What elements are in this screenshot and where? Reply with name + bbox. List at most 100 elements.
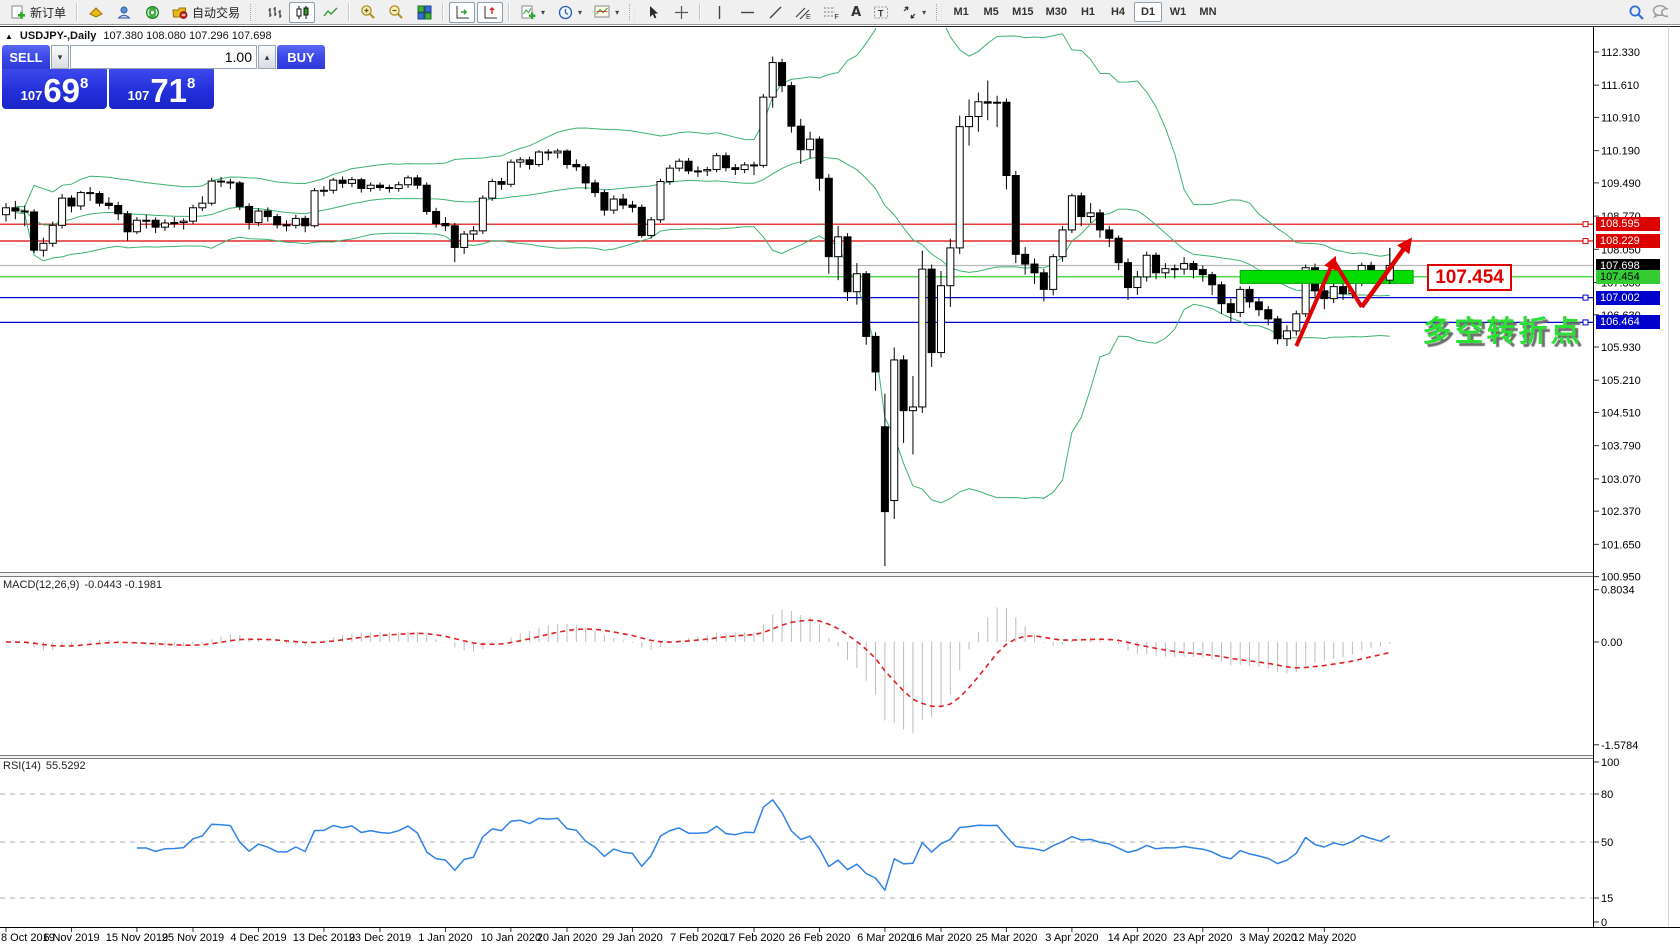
svg-text:105.210: 105.210 bbox=[1601, 375, 1641, 387]
periods-button[interactable]: ▾ bbox=[552, 2, 587, 23]
cursor-button[interactable] bbox=[640, 2, 666, 23]
timeframe-button-m5[interactable]: M5 bbox=[977, 2, 1005, 22]
toolbar: 新订单 自动交易 bbox=[0, 0, 1680, 25]
buy-button[interactable]: BUY bbox=[277, 45, 325, 69]
equidistant-channel-button[interactable]: E bbox=[790, 2, 816, 23]
market-watch-icon bbox=[88, 4, 104, 20]
vertical-line-button[interactable] bbox=[706, 2, 732, 23]
toolbar-separator bbox=[442, 3, 445, 21]
new-order-button[interactable]: 新订单 bbox=[5, 2, 71, 23]
svg-text:105.930: 105.930 bbox=[1601, 342, 1641, 354]
toolbar-drag-handle[interactable] bbox=[629, 3, 636, 21]
timeframe-button-d1[interactable]: D1 bbox=[1133, 2, 1162, 22]
trend-arrow[interactable] bbox=[1294, 237, 1413, 347]
svg-text:0.8034: 0.8034 bbox=[1601, 585, 1635, 597]
svg-text:29 Jan 2020: 29 Jan 2020 bbox=[602, 932, 663, 944]
collapse-triangle-icon[interactable]: ▲ bbox=[5, 31, 13, 41]
toolbar-drag-handle[interactable] bbox=[936, 3, 943, 21]
svg-text:50: 50 bbox=[1601, 837, 1613, 849]
sell-price-sup: 8 bbox=[80, 75, 89, 92]
svg-text:104.510: 104.510 bbox=[1601, 407, 1641, 419]
main-chart-window[interactable] bbox=[0, 0, 1593, 567]
volume-decrease-button[interactable]: ▾ bbox=[51, 45, 69, 69]
chart-shift-button[interactable] bbox=[477, 1, 504, 23]
svg-text:-1.5784: -1.5784 bbox=[1601, 740, 1638, 752]
svg-text:110.190: 110.190 bbox=[1601, 146, 1640, 158]
toolbar-drag-handle[interactable] bbox=[250, 3, 257, 21]
text-label-button[interactable]: T bbox=[868, 2, 894, 23]
volume-increase-button[interactable]: ▴ bbox=[258, 45, 276, 69]
chat-icon[interactable] bbox=[1652, 4, 1668, 20]
svg-text:F: F bbox=[835, 14, 839, 20]
sell-button[interactable]: SELL bbox=[2, 45, 50, 69]
svg-text:102.370: 102.370 bbox=[1601, 506, 1641, 518]
svg-text:7 Feb 2020: 7 Feb 2020 bbox=[670, 932, 726, 944]
profiles-button[interactable] bbox=[111, 2, 137, 23]
candlestick-chart-button[interactable] bbox=[289, 1, 316, 23]
zoom-out-icon bbox=[388, 4, 404, 20]
timeframe-button-m15[interactable]: M15 bbox=[1007, 2, 1038, 22]
autotrade-button[interactable]: 自动交易 bbox=[167, 2, 245, 23]
bollinger-band-m bbox=[15, 156, 1390, 297]
pivot-annotation-text[interactable]: 多空转折点 bbox=[1422, 315, 1583, 348]
fibonacci-button[interactable]: F bbox=[818, 2, 844, 23]
text-label-icon: T bbox=[873, 4, 889, 20]
svg-text:101.650: 101.650 bbox=[1601, 539, 1641, 551]
zoom-in-button[interactable] bbox=[355, 2, 381, 23]
sell-price-display[interactable]: 107 69 8 bbox=[2, 69, 107, 109]
buy-price-prefix: 107 bbox=[127, 88, 150, 103]
indicators-icon bbox=[520, 4, 536, 20]
macd-values: -0.0443 -0.1981 bbox=[84, 579, 163, 591]
svg-text:10 Jan 2020: 10 Jan 2020 bbox=[481, 932, 542, 944]
text-icon: A bbox=[851, 4, 862, 20]
svg-text:3 Apr 2020: 3 Apr 2020 bbox=[1045, 932, 1098, 944]
svg-text:100.950: 100.950 bbox=[1601, 572, 1641, 584]
svg-text:1 Jan 2020: 1 Jan 2020 bbox=[418, 932, 472, 944]
svg-text:111.610: 111.610 bbox=[1601, 80, 1639, 92]
sell-price-prefix: 107 bbox=[20, 88, 43, 103]
svg-text:15 Nov 2019: 15 Nov 2019 bbox=[106, 932, 168, 944]
bar-chart-button[interactable] bbox=[261, 2, 287, 23]
timeframe-buttons: M1 M5 M15 M30 H1 H4 D1 W1 MN bbox=[946, 2, 1223, 22]
timeframe-button-mn[interactable]: MN bbox=[1194, 2, 1222, 22]
chart-shift-icon bbox=[482, 4, 498, 20]
symbol-title: USDJPY-,Daily bbox=[19, 30, 97, 42]
price-tag-108.229: 108.229 bbox=[1596, 234, 1660, 249]
search-icon[interactable] bbox=[1628, 4, 1644, 20]
svg-text:0: 0 bbox=[1601, 917, 1607, 929]
templates-button[interactable]: ▾ bbox=[589, 2, 624, 23]
arrows-button[interactable]: ▾ bbox=[896, 2, 931, 23]
timeframe-button-m1[interactable]: M1 bbox=[947, 2, 975, 22]
macd-signal-line bbox=[5, 619, 1390, 708]
timeframe-button-h1[interactable]: H1 bbox=[1074, 2, 1102, 22]
timeframe-button-w1[interactable]: W1 bbox=[1164, 2, 1192, 22]
line-chart-button[interactable] bbox=[317, 2, 343, 23]
rsi-window[interactable] bbox=[0, 793, 1593, 899]
timeframe-button-h4[interactable]: H4 bbox=[1104, 2, 1132, 22]
line-chart-icon bbox=[322, 4, 338, 20]
market-watch-button[interactable] bbox=[83, 2, 109, 23]
trendline-button[interactable] bbox=[762, 2, 788, 23]
volume-input[interactable] bbox=[70, 45, 257, 69]
signals-button[interactable] bbox=[139, 2, 165, 23]
indicators-button[interactable]: ▾ bbox=[515, 2, 550, 23]
sell-price-big: 69 bbox=[43, 72, 81, 109]
tile-windows-button[interactable] bbox=[411, 2, 437, 23]
text-button[interactable]: A bbox=[846, 2, 866, 23]
price-tag-106.464: 106.464 bbox=[1596, 315, 1660, 330]
horizontal-line-button[interactable] bbox=[734, 2, 760, 23]
arrows-icon bbox=[901, 4, 917, 20]
auto-scroll-button[interactable] bbox=[449, 1, 476, 23]
symbol-ohlc: 107.380 108.080 107.296 107.698 bbox=[103, 30, 272, 42]
trendline-icon bbox=[767, 4, 783, 20]
macd-window[interactable] bbox=[5, 607, 1391, 734]
buy-price-display[interactable]: 107 71 8 bbox=[109, 69, 214, 109]
timeframe-button-m30[interactable]: M30 bbox=[1041, 2, 1072, 22]
zoom-out-button[interactable] bbox=[383, 2, 409, 23]
svg-text:17 Feb 2020: 17 Feb 2020 bbox=[723, 932, 785, 944]
svg-text:103.070: 103.070 bbox=[1601, 474, 1641, 486]
svg-text:23 Apr 2020: 23 Apr 2020 bbox=[1173, 932, 1232, 944]
crosshair-button[interactable] bbox=[668, 2, 694, 23]
level-annotation-box[interactable]: 107.454 bbox=[1427, 263, 1512, 291]
